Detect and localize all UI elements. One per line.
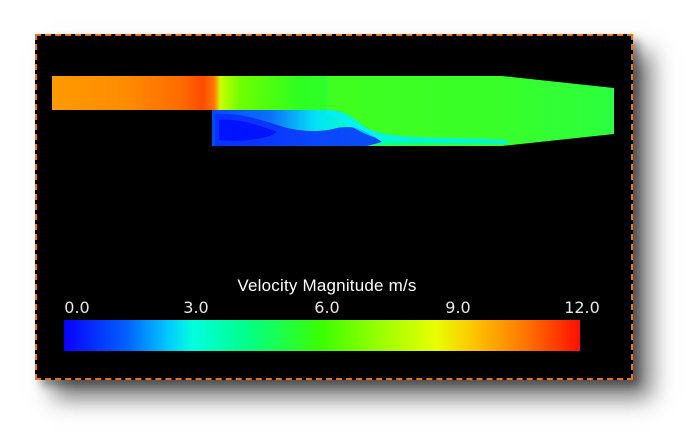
tick-label: 12.0: [564, 298, 600, 317]
upper-channel: [52, 76, 342, 110]
recirculation-core: [219, 119, 277, 141]
tick-label: 6.0: [314, 298, 340, 317]
legend-title: Velocity Magnitude m/s: [237, 276, 417, 295]
tick-label: 3.0: [183, 298, 209, 317]
visualization-frame: Velocity Magnitude m/s 0.0 3.0 6.0 9.0 1…: [35, 34, 633, 380]
tick-label: 9.0: [445, 298, 471, 317]
color-scale-bar: [64, 320, 580, 351]
flow-field-plot: [52, 76, 614, 146]
shear-layer: [327, 110, 507, 144]
tick-label: 0.0: [64, 298, 90, 317]
